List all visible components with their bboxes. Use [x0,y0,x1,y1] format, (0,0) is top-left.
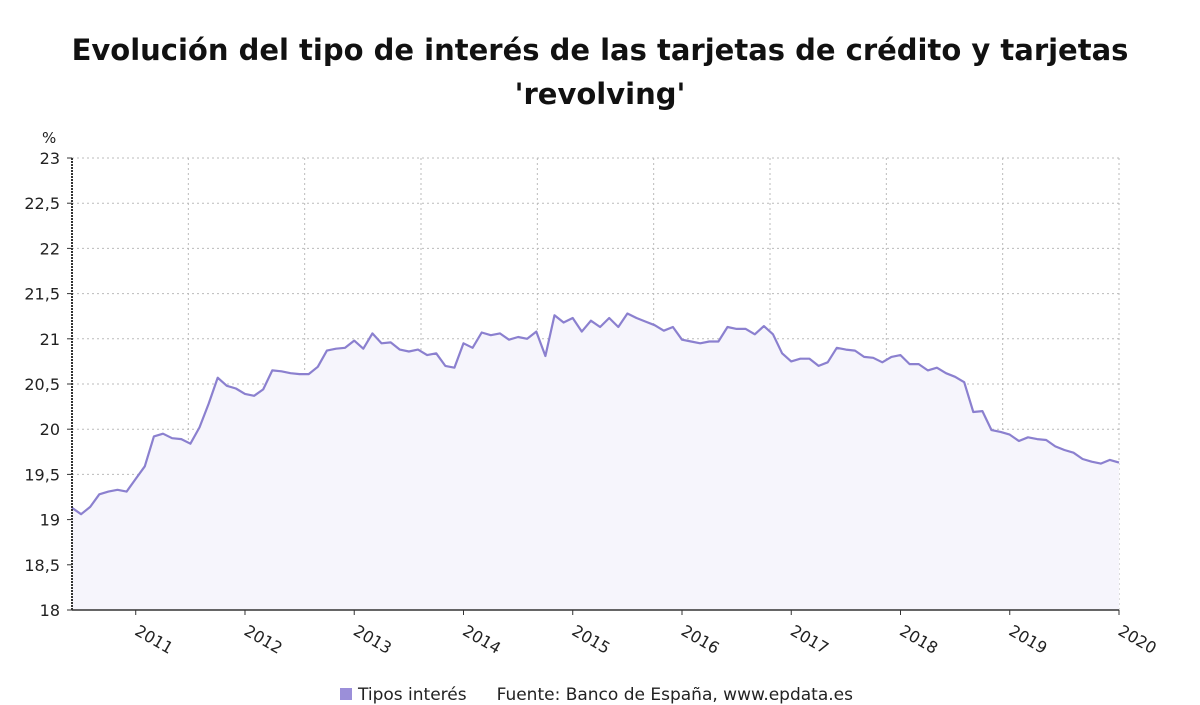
x-tick-label: 2011 [132,621,177,658]
y-tick-label: 19,5 [24,465,60,484]
x-tick-label: 2016 [678,621,723,658]
series-area [72,313,1119,610]
series-line [71,312,1120,516]
chart-title: Evolución del tipo de interés de las tar… [71,33,1129,111]
x-tick-label: 2019 [1006,621,1051,658]
x-tick-label: 2012 [241,621,286,658]
y-tick-label: 20 [40,420,60,439]
x-tick-label: 2018 [896,621,941,658]
y-tick-label: 22 [40,239,60,258]
legend: Tipos interés Fuente: Banco de España, ww… [340,685,853,705]
y-tick-label: 18,5 [24,556,60,575]
y-tick-label: 21 [40,330,60,349]
x-tick-label: 2015 [569,621,614,658]
y-axis-label: % [42,129,56,147]
x-tick-label: 2020 [1115,621,1160,658]
y-tick-label: 20,5 [24,375,60,394]
x-tick-label: 2017 [787,621,832,658]
source-text: Fuente: Banco de España, www.epdata.es [496,685,853,705]
legend-series-label: Tipos interés [358,685,467,705]
y-tick-label: 18 [40,601,60,620]
y-tick-label: 19 [40,511,60,530]
legend-swatch [340,688,352,700]
y-tick-label: 23 [40,149,60,168]
y-tick-label: 22,5 [24,194,60,213]
x-tick-label: 2014 [459,621,504,658]
x-tick-label: 2013 [350,621,395,658]
y-tick-label: 21,5 [24,285,60,304]
